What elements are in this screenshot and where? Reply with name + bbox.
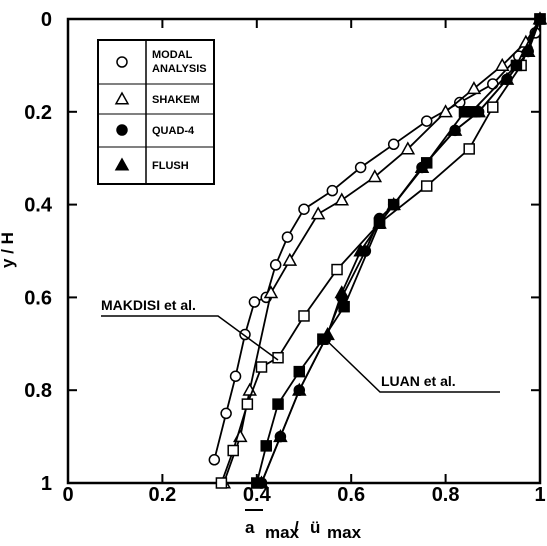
legend-label-modal-2: ANALYSIS bbox=[152, 63, 207, 75]
data-point bbox=[272, 398, 284, 410]
data-point bbox=[282, 252, 298, 266]
series-line bbox=[260, 18, 541, 484]
data-point bbox=[208, 454, 221, 466]
data-point bbox=[387, 198, 400, 211]
annotation-makdisi-text: MAKDISI et al. bbox=[101, 297, 196, 313]
series-flush bbox=[254, 11, 547, 489]
data-point bbox=[255, 361, 268, 373]
annotation-makdisi: MAKDISI et al. bbox=[101, 297, 279, 361]
data-point bbox=[263, 285, 279, 299]
data-point bbox=[251, 477, 263, 489]
data-point bbox=[438, 104, 453, 118]
x-axis-label: a max / ü max bbox=[245, 509, 362, 542]
data-point bbox=[298, 310, 310, 322]
legend-label-flush: FLUSH bbox=[152, 160, 189, 172]
data-point bbox=[220, 407, 232, 420]
data-point bbox=[310, 206, 326, 220]
data-point bbox=[260, 440, 272, 452]
legend-label-quad4: QUAD-4 bbox=[152, 125, 195, 137]
series-modal-analysis bbox=[208, 13, 546, 466]
plot-frame bbox=[66, 17, 542, 485]
legend-label-shakem: SHAKEM bbox=[152, 94, 200, 106]
data-point bbox=[387, 138, 400, 151]
x-label-sub1: max bbox=[265, 523, 300, 542]
legend-marker bbox=[114, 157, 130, 171]
data-point bbox=[272, 351, 284, 364]
data-point bbox=[248, 296, 261, 308]
data-point bbox=[373, 217, 386, 229]
x-tick-label: 0.8 bbox=[432, 484, 460, 506]
data-point bbox=[494, 57, 510, 71]
legend-label-modal-1: MODAL bbox=[152, 49, 193, 61]
x-tick-label: 1 bbox=[534, 484, 545, 506]
x-tick-label: 0.4 bbox=[243, 484, 272, 506]
x-label-separator: / bbox=[294, 518, 299, 537]
x-label-main2: ü bbox=[310, 518, 320, 537]
data-point bbox=[465, 106, 478, 118]
y-tick-label: 0.6 bbox=[24, 287, 52, 309]
y-tick-label: 0.4 bbox=[24, 195, 53, 217]
x-label-sub2: max bbox=[327, 523, 362, 542]
x-tick-label: 0.6 bbox=[337, 484, 365, 506]
data-point bbox=[466, 81, 482, 95]
data-point bbox=[281, 231, 294, 243]
y-axis-label: y / H bbox=[0, 232, 17, 268]
data-point bbox=[367, 169, 383, 183]
y-tick-label: 0 bbox=[41, 9, 52, 31]
y-tick-label: 0.8 bbox=[24, 380, 52, 402]
legend: MODAL ANALYSIS SHAKEM QUAD-4 FLUSH bbox=[97, 39, 215, 185]
data-point bbox=[353, 243, 368, 257]
data-point bbox=[334, 192, 350, 206]
data-point bbox=[510, 59, 523, 72]
data-point bbox=[334, 285, 350, 299]
data-point bbox=[420, 115, 433, 127]
annotation-luan-text: LUAN et al. bbox=[381, 373, 456, 389]
annotation-luan-leader bbox=[321, 335, 500, 393]
legend-marker bbox=[116, 124, 128, 136]
data-point bbox=[269, 259, 282, 271]
annotation-makdisi-leader bbox=[101, 315, 279, 361]
data-point bbox=[215, 477, 228, 489]
legend-marker bbox=[116, 56, 128, 68]
plot-area: 0 0.2 0.4 0.6 0.8 100.20.40.60.81 bbox=[24, 9, 547, 506]
data-point bbox=[227, 444, 239, 457]
annotation-luan: LUAN et al. bbox=[321, 335, 500, 393]
data-point bbox=[331, 263, 343, 276]
data-point bbox=[487, 101, 499, 113]
x-label-main: a bbox=[245, 518, 255, 537]
data-point bbox=[338, 300, 350, 313]
data-point bbox=[400, 141, 416, 155]
data-point bbox=[326, 184, 339, 197]
series-line bbox=[255, 18, 541, 484]
x-tick-label: 0 bbox=[62, 484, 73, 506]
data-point bbox=[317, 333, 329, 345]
data-point bbox=[420, 180, 433, 192]
y-axis-title: y / H bbox=[0, 232, 17, 268]
legend-marker bbox=[114, 91, 130, 105]
data-point bbox=[229, 370, 242, 383]
y-tick-label: 0.2 bbox=[24, 102, 52, 124]
data-point bbox=[292, 382, 307, 396]
data-point bbox=[354, 161, 367, 174]
data-point bbox=[293, 365, 306, 378]
x-tick-label: 0.2 bbox=[148, 484, 176, 506]
data-point bbox=[241, 398, 254, 410]
series-line bbox=[213, 18, 541, 461]
series-luan-et-al- bbox=[251, 13, 546, 489]
data-point bbox=[298, 203, 310, 215]
data-point bbox=[420, 157, 433, 169]
data-point bbox=[273, 429, 288, 443]
data-point bbox=[463, 143, 475, 155]
y-tick-label: 1 bbox=[41, 473, 52, 495]
data-point bbox=[534, 13, 546, 25]
